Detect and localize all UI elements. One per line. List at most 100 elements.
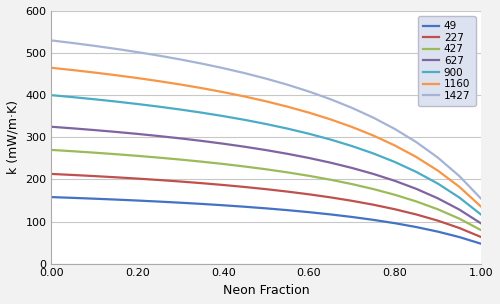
900 xyxy=(263,122,269,126)
900 xyxy=(242,118,248,122)
427 xyxy=(198,160,204,164)
900 xyxy=(306,132,312,136)
1427 xyxy=(284,83,290,87)
227 xyxy=(92,174,98,178)
1427 xyxy=(435,156,441,159)
1160 xyxy=(478,205,484,208)
427 xyxy=(48,148,54,152)
1160 xyxy=(92,71,98,74)
1427 xyxy=(220,66,226,70)
627 xyxy=(435,196,441,200)
1160 xyxy=(178,83,184,86)
900 xyxy=(178,108,184,111)
427 xyxy=(284,171,290,174)
627 xyxy=(113,130,119,134)
627 xyxy=(242,145,248,149)
49 xyxy=(456,235,462,239)
227 xyxy=(478,235,484,239)
900 xyxy=(414,170,420,174)
49 xyxy=(220,203,226,207)
49 xyxy=(284,208,290,212)
1160 xyxy=(70,68,76,72)
900 xyxy=(134,102,140,106)
1427 xyxy=(456,174,462,178)
900 xyxy=(370,152,376,155)
427 xyxy=(134,154,140,158)
227 xyxy=(134,177,140,180)
627 xyxy=(478,221,484,225)
1427 xyxy=(48,39,54,42)
1427 xyxy=(198,62,204,65)
900 xyxy=(478,212,484,216)
627 xyxy=(178,136,184,140)
900 xyxy=(284,127,290,130)
49 xyxy=(306,210,312,214)
227 xyxy=(70,173,76,177)
627 xyxy=(370,172,376,176)
227 xyxy=(414,213,420,216)
X-axis label: Neon Fraction: Neon Fraction xyxy=(223,284,310,297)
Legend: 49, 227, 427, 627, 900, 1160, 1427: 49, 227, 427, 627, 900, 1160, 1427 xyxy=(418,16,476,106)
227 xyxy=(113,175,119,179)
49 xyxy=(156,200,162,203)
Line: 1160: 1160 xyxy=(52,68,480,206)
1160 xyxy=(349,125,355,129)
627 xyxy=(220,142,226,146)
227 xyxy=(220,183,226,187)
49 xyxy=(70,196,76,200)
1160 xyxy=(456,185,462,188)
627 xyxy=(263,148,269,152)
227 xyxy=(370,203,376,206)
227 xyxy=(392,207,398,211)
427 xyxy=(156,156,162,160)
1427 xyxy=(349,106,355,110)
227 xyxy=(198,181,204,185)
49 xyxy=(92,197,98,201)
227 xyxy=(178,180,184,183)
227 xyxy=(156,178,162,182)
427 xyxy=(435,207,441,211)
900 xyxy=(48,93,54,97)
227 xyxy=(456,226,462,230)
1160 xyxy=(48,66,54,70)
427 xyxy=(70,150,76,153)
900 xyxy=(328,138,334,141)
627 xyxy=(414,187,420,191)
1160 xyxy=(370,134,376,137)
900 xyxy=(456,196,462,199)
627 xyxy=(48,125,54,129)
Line: 427: 427 xyxy=(52,150,480,230)
227 xyxy=(284,190,290,193)
900 xyxy=(113,100,119,103)
1160 xyxy=(263,99,269,103)
427 xyxy=(370,187,376,191)
227 xyxy=(242,185,248,189)
49 xyxy=(198,202,204,206)
900 xyxy=(198,111,204,115)
627 xyxy=(156,134,162,138)
Y-axis label: k (mW/m·K): k (mW/m·K) xyxy=(7,100,20,174)
627 xyxy=(198,139,204,143)
1427 xyxy=(306,90,312,93)
627 xyxy=(306,156,312,160)
1160 xyxy=(435,169,441,172)
900 xyxy=(392,160,398,164)
427 xyxy=(456,217,462,220)
427 xyxy=(414,200,420,203)
1427 xyxy=(263,77,269,81)
427 xyxy=(328,178,334,181)
427 xyxy=(263,168,269,171)
227 xyxy=(306,192,312,196)
227 xyxy=(435,219,441,223)
900 xyxy=(92,98,98,101)
1160 xyxy=(284,105,290,109)
49 xyxy=(478,242,484,245)
1160 xyxy=(198,86,204,90)
900 xyxy=(435,182,441,185)
49 xyxy=(178,201,184,205)
227 xyxy=(263,187,269,191)
Line: 627: 627 xyxy=(52,127,480,223)
627 xyxy=(392,179,398,183)
49 xyxy=(113,198,119,202)
1427 xyxy=(178,58,184,61)
